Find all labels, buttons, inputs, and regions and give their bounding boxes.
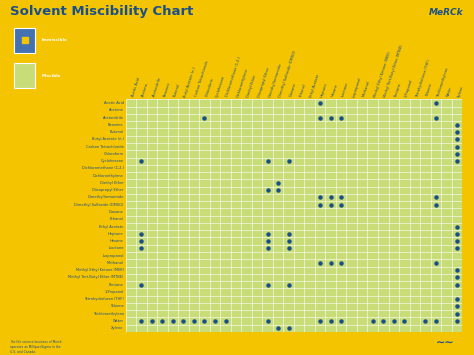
Text: Isopropanol: Isopropanol — [102, 253, 124, 258]
Text: Acetone: Acetone — [141, 82, 150, 98]
Text: Diethyl Ether: Diethyl Ether — [100, 181, 124, 185]
Text: Hexane: Hexane — [331, 83, 339, 98]
Text: 1-Propanol: 1-Propanol — [104, 290, 124, 294]
Text: Ethanol: Ethanol — [110, 217, 124, 221]
Text: Methyl Ethyl Ketone (MEK): Methyl Ethyl Ketone (MEK) — [373, 51, 392, 98]
Text: Diethyl Ether: Diethyl Ether — [246, 74, 258, 98]
Text: Acetic Acid: Acetic Acid — [131, 77, 141, 98]
Text: Xylene: Xylene — [457, 85, 465, 98]
Text: Solvent Miscibility Chart: Solvent Miscibility Chart — [10, 5, 194, 18]
Text: Toluene: Toluene — [425, 83, 433, 98]
Text: Water: Water — [113, 319, 124, 323]
Text: Ethanol: Ethanol — [299, 83, 307, 98]
Text: Isoctane: Isoctane — [108, 246, 124, 250]
Text: Acetonitrile: Acetonitrile — [152, 77, 162, 98]
Text: Butyl Acetate (n-): Butyl Acetate (n-) — [183, 66, 197, 98]
Text: Methyl Tert-Butyl Ether (MTBE): Methyl Tert-Butyl Ether (MTBE) — [383, 44, 404, 98]
Text: Butanol: Butanol — [109, 130, 124, 134]
Text: Pentane: Pentane — [394, 82, 402, 98]
Text: Ethyl Acetate: Ethyl Acetate — [310, 73, 321, 98]
Text: Isoctane: Isoctane — [341, 82, 350, 98]
Text: 1-Propanol: 1-Propanol — [404, 78, 414, 98]
Text: Dioxane: Dioxane — [289, 82, 297, 98]
Text: Immiscible: Immiscible — [42, 38, 68, 42]
Text: Diisopropyl Ether: Diisopropyl Ether — [257, 67, 271, 98]
Text: Isopropanol: Isopropanol — [352, 76, 362, 98]
Text: Methanol: Methanol — [362, 81, 371, 98]
Text: Chloroform: Chloroform — [204, 77, 215, 98]
Text: Toluene: Toluene — [110, 305, 124, 308]
Text: Methanol: Methanol — [107, 261, 124, 265]
Text: Dimethyl Sulfoxide (DMSO): Dimethyl Sulfoxide (DMSO) — [278, 49, 297, 98]
Text: Hexane: Hexane — [110, 239, 124, 243]
Text: Methyl Tert-Butyl Ether (MTBE): Methyl Tert-Butyl Ether (MTBE) — [68, 275, 124, 279]
Text: Benzene: Benzene — [163, 82, 171, 98]
Text: Carbon Tetrachloride: Carbon Tetrachloride — [86, 144, 124, 149]
Bar — [14, 28, 36, 53]
Text: Water: Water — [447, 86, 454, 98]
Text: Miscible: Miscible — [42, 73, 61, 77]
Text: Cyclohexane: Cyclohexane — [215, 75, 226, 98]
Text: Acetone: Acetone — [109, 108, 124, 112]
Text: Benzene: Benzene — [108, 123, 124, 127]
Text: Dichloromethane (1,2-): Dichloromethane (1,2-) — [82, 166, 124, 170]
Text: The life science business of Merck
operates as MilliporeSigma in the
U.S. and Ca: The life science business of Merck opera… — [10, 340, 62, 354]
Text: Tetrahydrofuran (THF): Tetrahydrofuran (THF) — [84, 297, 124, 301]
Text: Tetrahydrofuran (THF): Tetrahydrofuran (THF) — [415, 59, 431, 98]
Text: Butyl Acetate (n-): Butyl Acetate (n-) — [91, 137, 124, 141]
Text: Dichloroethylene: Dichloroethylene — [236, 67, 249, 98]
Text: Dichloroethylene: Dichloroethylene — [93, 174, 124, 178]
Text: Trichloroethylene: Trichloroethylene — [436, 67, 449, 98]
Text: Acetic Acid: Acetic Acid — [104, 101, 124, 105]
Text: Trichloroethylene: Trichloroethylene — [92, 312, 124, 316]
Text: Xylene: Xylene — [111, 326, 124, 330]
Text: Methyl Ethyl Ketone (MEK): Methyl Ethyl Ketone (MEK) — [76, 268, 124, 272]
Text: MeRCk: MeRCk — [429, 8, 464, 17]
Text: Acetonitrile: Acetonitrile — [103, 116, 124, 120]
Text: Cyclohexane: Cyclohexane — [100, 159, 124, 163]
Text: Dimethyl Sulfoxide (DMSO): Dimethyl Sulfoxide (DMSO) — [74, 203, 124, 207]
Text: Dichloromethane (1,2-): Dichloromethane (1,2-) — [226, 56, 242, 98]
Text: Ethyl Acetate: Ethyl Acetate — [100, 225, 124, 229]
Text: Carbon Tetrachloride: Carbon Tetrachloride — [194, 60, 210, 98]
Text: Butanol: Butanol — [173, 83, 181, 98]
Bar — [14, 63, 36, 88]
Text: Heptane: Heptane — [320, 82, 329, 98]
Text: ∼∼: ∼∼ — [436, 339, 455, 349]
Text: Chloroform: Chloroform — [104, 152, 124, 156]
Text: Dioxane: Dioxane — [109, 210, 124, 214]
Text: Heptane: Heptane — [108, 232, 124, 236]
Text: Pentane: Pentane — [109, 283, 124, 287]
Text: Dimethylformamide: Dimethylformamide — [87, 196, 124, 200]
Text: Diisopropyl Ether: Diisopropyl Ether — [92, 188, 124, 192]
Text: Dimethylformamide: Dimethylformamide — [268, 62, 283, 98]
